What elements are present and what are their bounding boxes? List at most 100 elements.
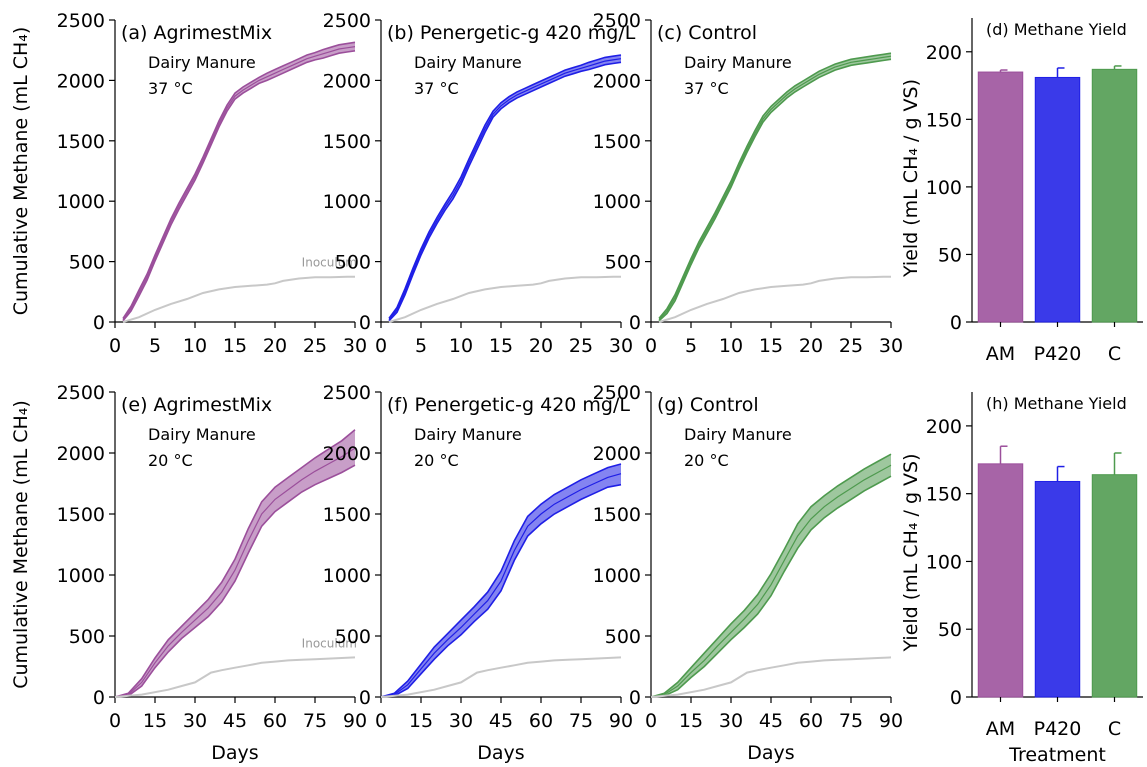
y-tick-label: 2500 bbox=[57, 10, 105, 32]
y-tick-label: 0 bbox=[950, 687, 962, 709]
x-tick-label: 25 bbox=[569, 335, 593, 357]
y-tick-label: 0 bbox=[93, 312, 105, 334]
upper-bound-line bbox=[388, 54, 622, 319]
x-tick-label: 75 bbox=[303, 710, 327, 732]
x-tick-label: 20 bbox=[529, 335, 553, 357]
y-tick-label: 500 bbox=[335, 626, 371, 648]
category-label: C bbox=[1108, 718, 1121, 740]
upper-bound-line bbox=[380, 463, 622, 698]
panel-subtitle: Dairy Manure bbox=[414, 53, 522, 72]
x-tick-label: 20 bbox=[263, 335, 287, 357]
lower-bound-line bbox=[388, 61, 622, 322]
x-tick-label: 0 bbox=[645, 335, 657, 357]
x-tick-label: 90 bbox=[879, 710, 903, 732]
x-tick-label: 0 bbox=[109, 710, 121, 732]
x-tick-label: 20 bbox=[799, 335, 823, 357]
x-tick-label: 45 bbox=[223, 710, 247, 732]
x-tick-label: 15 bbox=[143, 710, 167, 732]
x-tick-label: 30 bbox=[449, 710, 473, 732]
y-tick-label: 1000 bbox=[57, 565, 105, 587]
y-tick-label: 2000 bbox=[323, 443, 371, 465]
panel-c: 0 500 1000 1500 2000 2500 0 5 10 15 20 25 30 (c) Cont… bbox=[593, 10, 903, 357]
confidence-band bbox=[651, 454, 891, 697]
panel-subtitle: Dairy Manure bbox=[148, 53, 256, 72]
upper-bound-line bbox=[122, 41, 356, 319]
y-tick-label: 100 bbox=[926, 551, 962, 573]
x-tick-label: 5 bbox=[415, 335, 427, 357]
y-tick-label: 2500 bbox=[323, 10, 371, 32]
x-tick-label: 30 bbox=[343, 335, 367, 357]
lower-bound-line bbox=[122, 50, 356, 322]
mean-line bbox=[114, 447, 356, 698]
x-tick-label: 10 bbox=[719, 335, 743, 357]
y-tick-label: 100 bbox=[926, 177, 962, 199]
y-tick-label: 0 bbox=[93, 687, 105, 709]
lower-bound-line bbox=[658, 58, 892, 322]
y-tick-label: 500 bbox=[335, 252, 371, 274]
mean-line bbox=[388, 58, 622, 320]
lower-bound-line bbox=[380, 483, 622, 698]
bar bbox=[977, 71, 1024, 323]
y-tick-label: 200 bbox=[926, 416, 962, 438]
mean-line bbox=[380, 473, 622, 698]
category-label: P420 bbox=[1034, 718, 1082, 740]
panel-title: (e) AgrimestMix bbox=[121, 394, 272, 416]
x-tick-label: 15 bbox=[759, 335, 783, 357]
mean-line bbox=[658, 55, 892, 321]
y-tick-label: 500 bbox=[69, 626, 105, 648]
category-label: AM bbox=[986, 343, 1015, 365]
panel-temperature: 37 °C bbox=[414, 79, 459, 98]
x-tick-label: 0 bbox=[109, 335, 121, 357]
bar bbox=[977, 463, 1024, 698]
inoculum-line bbox=[658, 275, 891, 323]
y-axis-label: Yield (mL CH₄ / g VS) bbox=[900, 453, 922, 652]
y-axis-label: Cumulative Methane (mL CH₄) bbox=[10, 27, 32, 316]
x-tick-label: 30 bbox=[183, 710, 207, 732]
x-tick-label: 5 bbox=[685, 335, 697, 357]
panel-temperature: 37 °C bbox=[148, 79, 193, 98]
y-tick-label: 200 bbox=[926, 42, 962, 64]
y-tick-label: 1500 bbox=[593, 504, 641, 526]
panel-h: 0 50 100 150 200 AM P420 C (h) Methane Yield Yiel… bbox=[900, 392, 1143, 766]
y-tick-label: 1000 bbox=[323, 565, 371, 587]
panel-f: 0 500 1000 1500 2000 2500 0 15 30 45 60 75 90 (f) Pen… bbox=[323, 382, 633, 764]
x-tick-label: 90 bbox=[609, 710, 633, 732]
x-tick-label: 15 bbox=[679, 710, 703, 732]
x-tick-label: 10 bbox=[183, 335, 207, 357]
y-tick-label: 50 bbox=[938, 244, 962, 266]
x-tick-label: 25 bbox=[839, 335, 863, 357]
x-tick-label: 15 bbox=[223, 335, 247, 357]
y-axis-label: Cumulative Methane (mL CH₄) bbox=[10, 400, 32, 689]
inoculum-line bbox=[388, 275, 621, 323]
y-tick-label: 1500 bbox=[57, 131, 105, 153]
panel-temperature: 37 °C bbox=[684, 79, 729, 98]
y-tick-label: 500 bbox=[605, 626, 641, 648]
y-tick-label: 1500 bbox=[57, 504, 105, 526]
upper-bound-line bbox=[650, 453, 892, 698]
x-tick-label: 15 bbox=[489, 335, 513, 357]
y-tick-label: 1000 bbox=[323, 191, 371, 213]
y-tick-label: 50 bbox=[938, 619, 962, 641]
y-tick-label: 1500 bbox=[323, 504, 371, 526]
inoculum-label: Inoculum bbox=[302, 636, 357, 650]
y-tick-label: 500 bbox=[605, 252, 641, 274]
category-label: C bbox=[1108, 343, 1121, 365]
x-tick-label: 25 bbox=[303, 335, 327, 357]
panel-title: (g) Control bbox=[657, 394, 759, 416]
x-tick-label: 10 bbox=[449, 335, 473, 357]
panel-b: 0 500 1000 1500 2000 2500 0 5 10 15 20 25 30 (b) Pene… bbox=[323, 10, 636, 357]
y-tick-label: 0 bbox=[629, 312, 641, 334]
y-tick-label: 2000 bbox=[593, 70, 641, 92]
x-tick-label: 0 bbox=[375, 710, 387, 732]
x-tick-label: 15 bbox=[409, 710, 433, 732]
x-tick-label: 60 bbox=[263, 710, 287, 732]
x-axis-label: Treatment bbox=[1008, 744, 1106, 766]
x-tick-label: 60 bbox=[799, 710, 823, 732]
inoculum-label: Inoculum bbox=[302, 256, 357, 270]
x-tick-label: 75 bbox=[839, 710, 863, 732]
x-tick-label: 30 bbox=[609, 335, 633, 357]
panel-subtitle: Dairy Manure bbox=[684, 425, 792, 444]
inoculum-line bbox=[650, 656, 892, 698]
panel-title: (b) Penergetic-g 420 mg/L bbox=[387, 22, 636, 44]
x-axis-label: Days bbox=[747, 742, 794, 764]
